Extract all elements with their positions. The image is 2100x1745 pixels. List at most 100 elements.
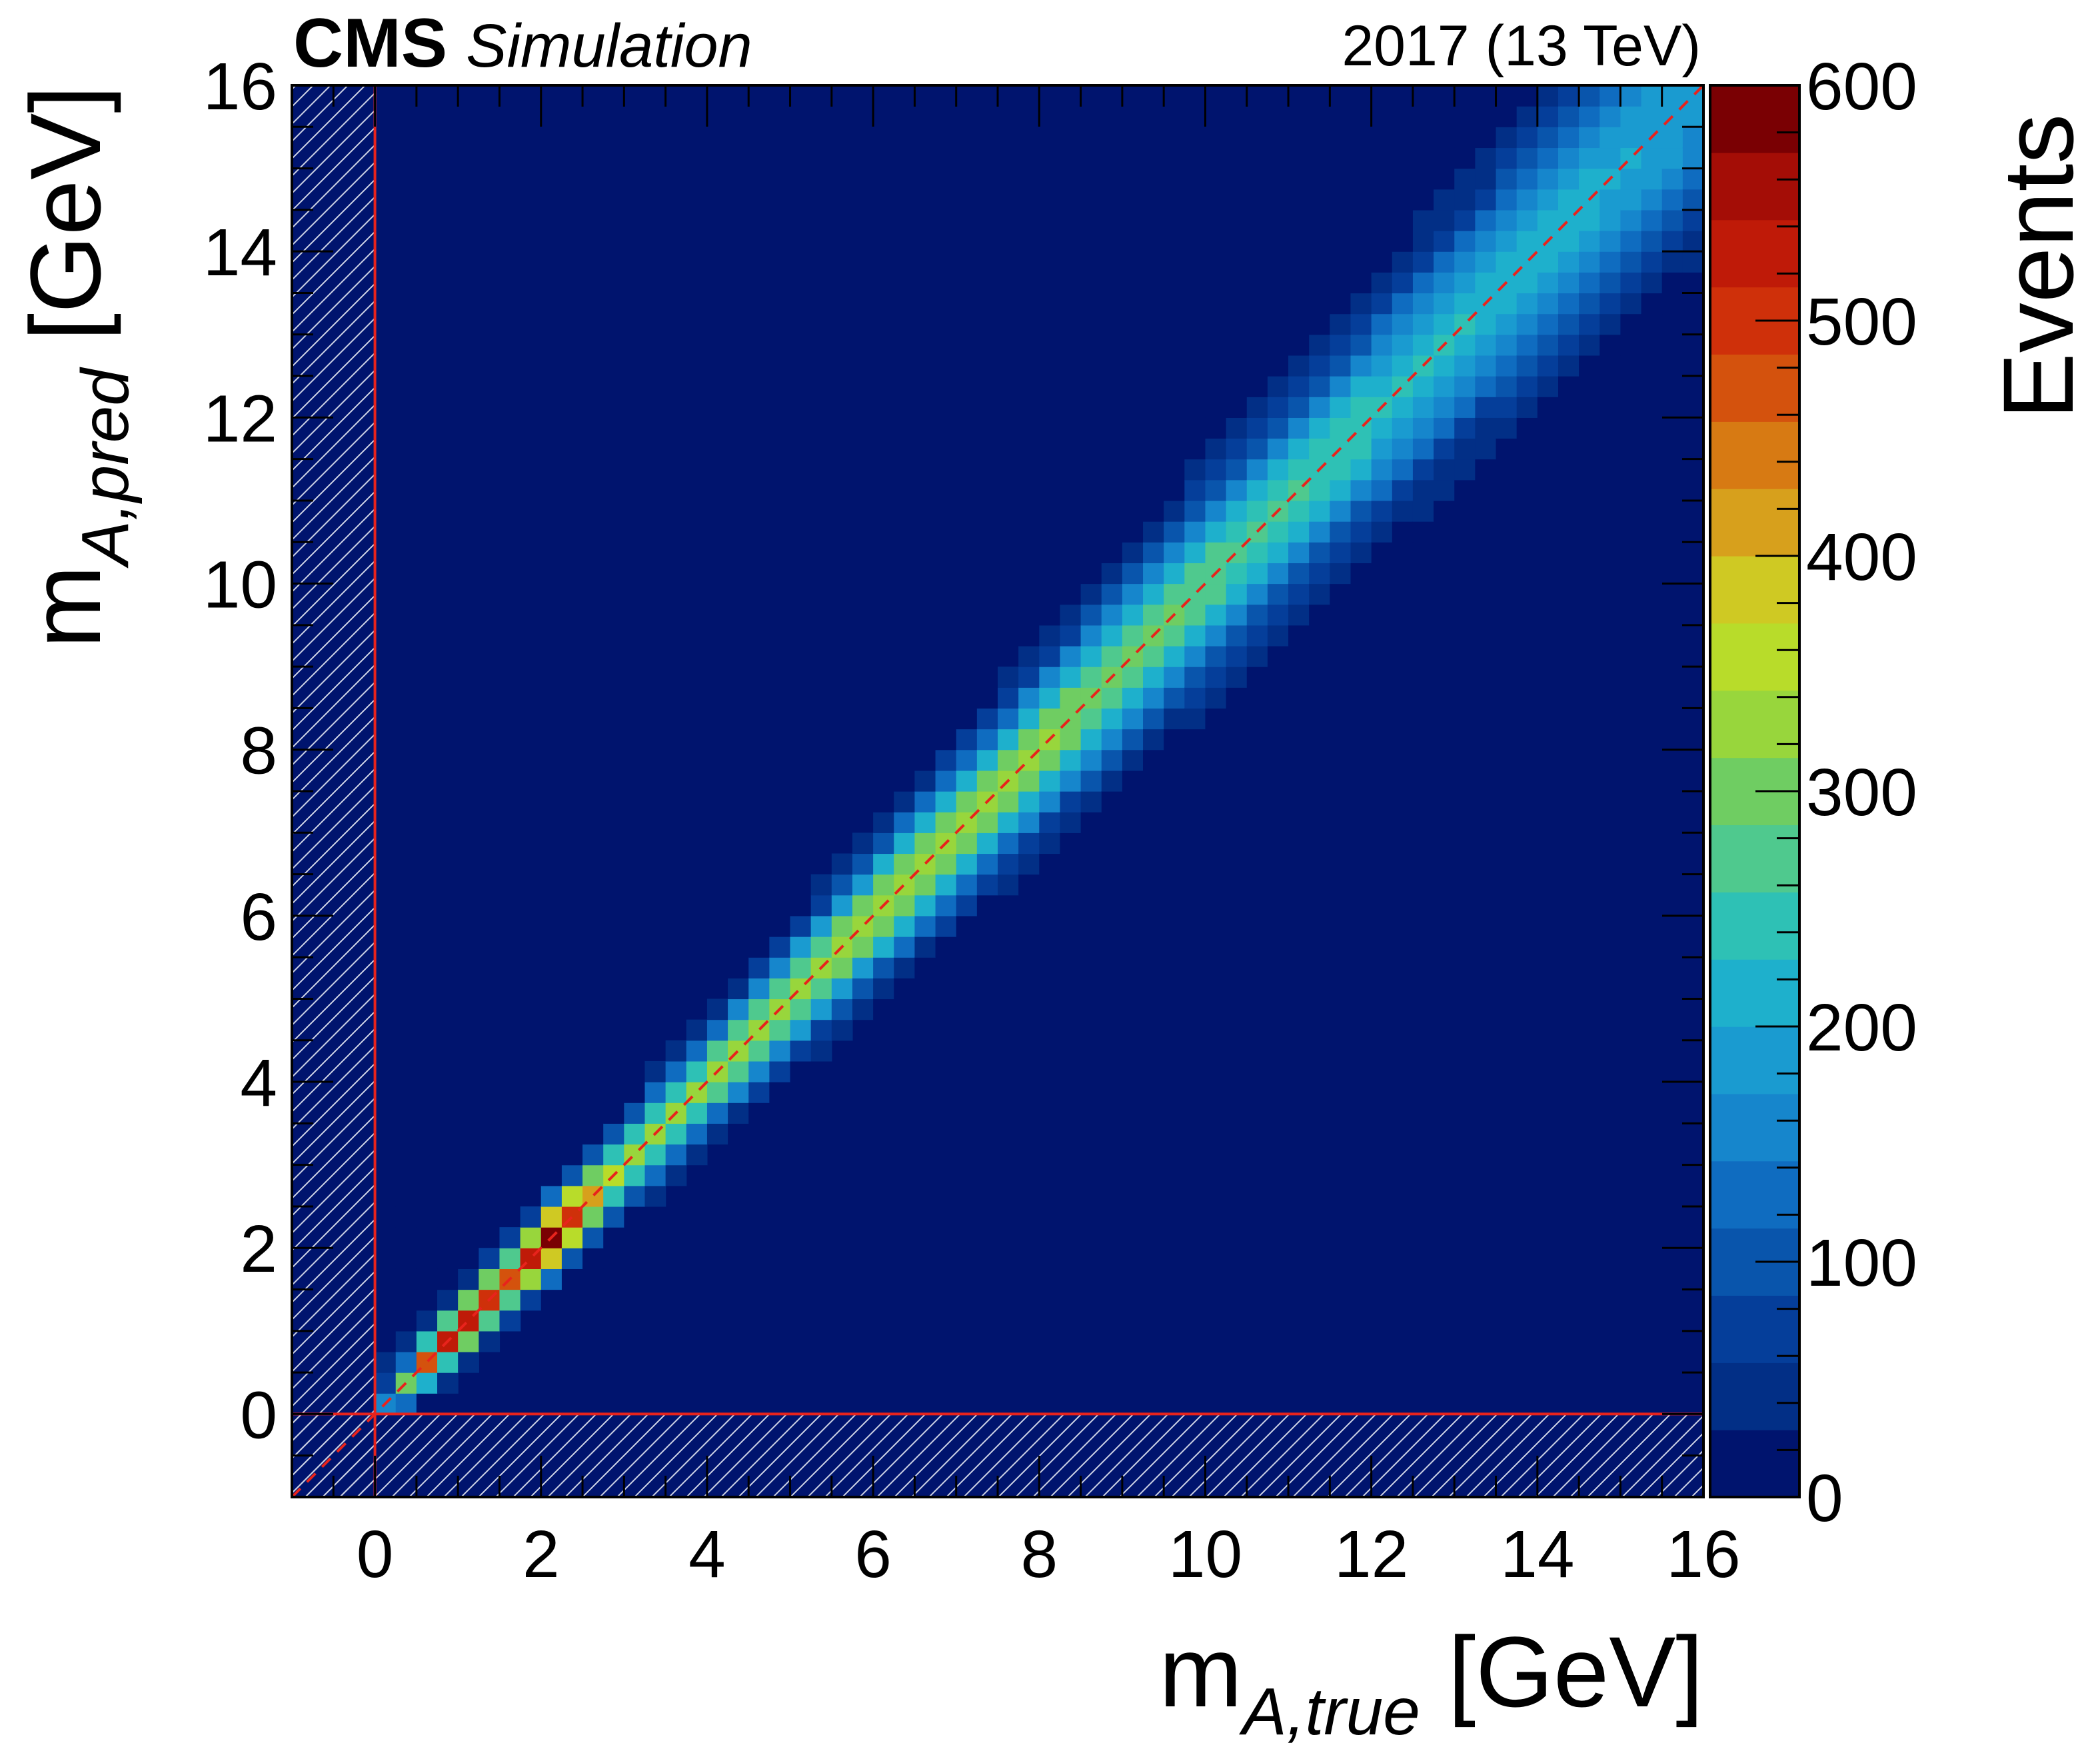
heatmap-bin xyxy=(1101,645,1123,667)
heatmap-bin xyxy=(1246,376,1268,397)
heatmap-bin xyxy=(644,1144,666,1166)
heatmap-bin xyxy=(1599,209,1621,231)
heatmap-bin xyxy=(1288,625,1310,647)
heatmap-bin xyxy=(1434,479,1455,501)
heatmap-bin xyxy=(852,998,874,1020)
colorbar-band xyxy=(1710,152,1799,221)
heatmap-bin xyxy=(1371,251,1393,273)
heatmap-bin xyxy=(1184,479,1206,501)
heatmap-bin xyxy=(416,1268,438,1290)
heatmap-bin xyxy=(1371,231,1393,252)
heatmap-bin xyxy=(375,1372,397,1394)
colorbar-tick-label: 300 xyxy=(1806,755,1917,830)
heatmap-bin xyxy=(706,1102,728,1124)
heatmap-bin xyxy=(935,915,957,937)
heatmap-bin xyxy=(1122,583,1144,605)
colorbar-band xyxy=(1710,1026,1799,1094)
heatmap-bin xyxy=(1164,687,1185,709)
y-axis-title-sub: A,pred xyxy=(68,367,143,569)
heatmap-bin xyxy=(1039,749,1061,771)
heatmap-bin xyxy=(1475,272,1497,294)
heatmap-bin xyxy=(894,833,916,855)
y-tick-label: 6 xyxy=(240,880,277,954)
x-tick-label: 2 xyxy=(523,1517,560,1592)
heatmap-bin xyxy=(1434,189,1455,211)
heatmap-bin xyxy=(1101,749,1123,771)
heatmap-bin xyxy=(1184,625,1206,647)
heatmap-bin xyxy=(1579,376,1600,397)
heatmap-bin xyxy=(790,1040,812,1062)
heatmap-bin xyxy=(1641,231,1663,252)
heatmap-bin xyxy=(914,915,936,937)
colorbar-band xyxy=(1710,892,1799,960)
x-axis-title: mA,true [GeV] xyxy=(1159,1616,1703,1745)
heatmap-bin xyxy=(998,667,1019,688)
heatmap-bin xyxy=(1392,521,1414,543)
heatmap-bin xyxy=(1039,625,1061,647)
heatmap-bin xyxy=(1516,417,1538,439)
heatmap-bin xyxy=(1288,563,1310,585)
heatmap-bin xyxy=(1516,231,1538,252)
heatmap-bin xyxy=(395,1227,417,1248)
heatmap-bin xyxy=(1599,106,1621,127)
heatmap-bin xyxy=(624,1123,646,1145)
heatmap-bin xyxy=(1475,417,1497,439)
heatmap-bin xyxy=(894,915,916,937)
colorbar-tick-labels: 0 100 200 300 400 500 600 xyxy=(1806,49,1917,1536)
heatmap-bin xyxy=(624,1082,646,1103)
heatmap-bin xyxy=(686,1060,708,1082)
heatmap-bin xyxy=(582,1144,604,1166)
heatmap-bin xyxy=(1661,231,1683,252)
y-tick-label: 0 xyxy=(240,1378,277,1452)
heatmap-bin xyxy=(375,1330,397,1352)
heatmap-bin xyxy=(375,1206,397,1228)
heatmap-bin xyxy=(499,1227,521,1248)
heatmap-bin xyxy=(1537,334,1559,356)
heatmap-bin xyxy=(1309,397,1330,418)
heatmap-bin xyxy=(1184,438,1206,460)
heatmap-bin xyxy=(1599,251,1621,273)
heatmap-bin xyxy=(395,1310,417,1332)
heatmap-bin xyxy=(1205,604,1227,626)
heatmap-bin xyxy=(976,749,998,771)
heatmap-bin xyxy=(1060,687,1082,709)
heatmap-bin xyxy=(1080,708,1102,730)
heatmap-bin xyxy=(1267,479,1289,501)
heatmap-bin xyxy=(1475,376,1497,397)
heatmap-bin xyxy=(416,1393,438,1415)
heatmap-bin xyxy=(728,998,749,1020)
heatmap-bin xyxy=(686,1144,708,1166)
heatmap-bin xyxy=(1101,687,1123,709)
heatmap-bin xyxy=(1039,708,1061,730)
heatmap-bin xyxy=(810,998,832,1020)
heatmap-bin xyxy=(1246,459,1268,481)
heatmap-bin xyxy=(1350,500,1372,522)
heatmap-bin xyxy=(831,1019,853,1041)
colorbar-tick-label: 600 xyxy=(1806,49,1917,124)
heatmap-bin xyxy=(748,1102,770,1124)
heatmap-bin xyxy=(1226,625,1248,647)
heatmap-bin xyxy=(1018,770,1040,792)
heatmap-bin xyxy=(1558,85,1579,107)
heatmap-bin xyxy=(1164,645,1185,667)
heatmap-bin xyxy=(437,1289,459,1311)
heatmap-bin xyxy=(1579,355,1600,377)
heatmap-bin xyxy=(603,1123,624,1145)
heatmap-bin xyxy=(540,1164,562,1186)
heatmap-bin xyxy=(1060,749,1082,771)
heatmap-bin xyxy=(728,957,749,978)
heatmap-bin xyxy=(1475,209,1497,231)
heatmap-bin xyxy=(1267,645,1289,667)
heatmap-bin xyxy=(1434,376,1455,397)
heatmap-bin xyxy=(1496,168,1518,190)
heatmap-bin xyxy=(1475,355,1497,377)
heatmap-bin xyxy=(748,978,770,1000)
heatmap-bin xyxy=(1288,500,1310,522)
heatmap-bin xyxy=(1080,604,1102,626)
heatmap-bin xyxy=(728,978,749,1000)
heatmap-bin xyxy=(790,998,812,1020)
heatmap-bin xyxy=(1620,293,1642,315)
heatmap-bin xyxy=(1516,313,1538,335)
heatmap-bin xyxy=(520,1289,542,1311)
heatmap-bin xyxy=(956,853,978,875)
